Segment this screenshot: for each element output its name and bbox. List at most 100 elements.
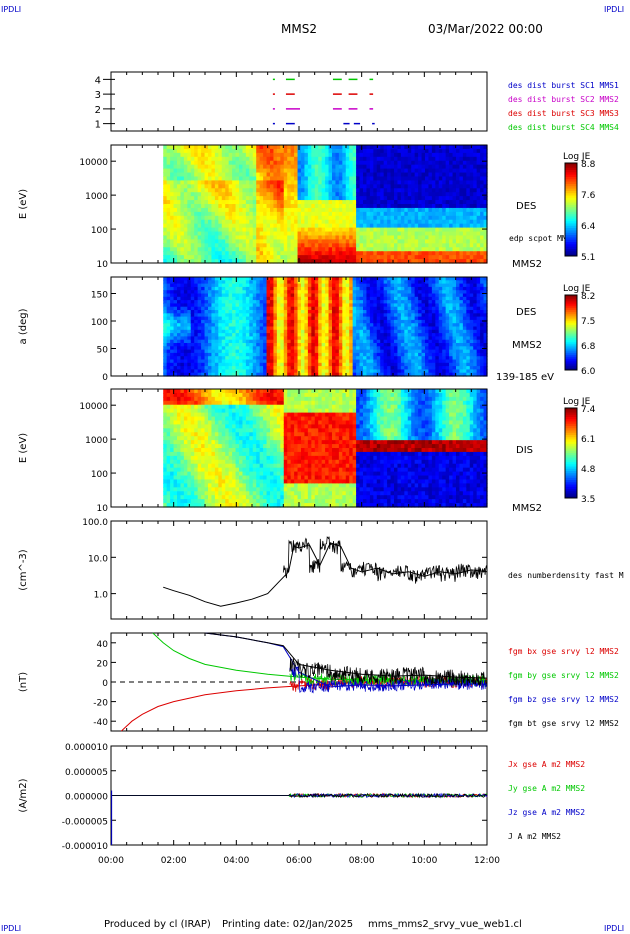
dis-energy-colorbar-segment bbox=[565, 453, 577, 456]
bfield-y-tick-label: 20 bbox=[97, 659, 109, 669]
time-axis-tick-label: 08:00 bbox=[349, 856, 375, 866]
dis-energy-colorbar-segment bbox=[565, 446, 577, 449]
des-pitch-y-tick-label: 50 bbox=[97, 346, 109, 356]
des-energy-colorbar-segment bbox=[565, 204, 577, 208]
des-energy-colorbar-segment bbox=[565, 186, 577, 190]
des-energy-colorbar-segment bbox=[565, 190, 577, 194]
des-energy-colorbar-segment bbox=[565, 246, 577, 250]
time-axis-tick-label: 06:00 bbox=[286, 856, 312, 866]
density-y-tick-label: 1.0 bbox=[94, 591, 109, 601]
des-pitch-colorbar-segment bbox=[565, 349, 577, 352]
burst-y-tick-label: 2 bbox=[95, 105, 101, 116]
dis-energy-colorbar-tick-label: 7.4 bbox=[581, 405, 596, 415]
dis-energy-colorbar-segment bbox=[565, 408, 577, 411]
des-energy-colorbar-segment bbox=[565, 188, 577, 192]
dis-energy-colorbar-segment bbox=[565, 473, 577, 476]
dis-energy-y-tick-label: 1000 bbox=[85, 436, 108, 446]
des-pitch-colorbar-segment bbox=[565, 308, 577, 311]
burst-y-tick-label: 3 bbox=[95, 90, 101, 101]
des-pitch-colorbar-segment bbox=[565, 330, 577, 333]
dis-energy-colorbar-segment bbox=[565, 441, 577, 445]
des-pitch-cells bbox=[163, 277, 488, 377]
des-pitch-colorbar-segment bbox=[565, 321, 577, 324]
des-energy-colorbar-tick-label: 5.1 bbox=[581, 253, 595, 263]
dis-energy-colorbar-tick-label: 6.1 bbox=[581, 435, 595, 445]
current-legend-entry: Jx gse A m2 MMS2 bbox=[508, 760, 585, 769]
footer-produced-by: Produced by cl (IRAP) bbox=[104, 919, 211, 930]
des-pitch-colorbar-segment bbox=[565, 313, 577, 317]
des-energy-y-tick-label: 10000 bbox=[79, 158, 108, 168]
burst-legend-entry: des dist burst SC4 MMS4 bbox=[508, 123, 619, 132]
dis-energy-colorbar-segment bbox=[565, 477, 577, 481]
des-energy-cells bbox=[163, 145, 488, 264]
des-pitch-colorbar-segment bbox=[565, 362, 577, 365]
current-legend-entry: Jz gse A m2 MMS2 bbox=[508, 808, 585, 817]
des-energy-colorbar-segment bbox=[565, 228, 577, 231]
des-energy-colorbar-segment bbox=[565, 197, 577, 201]
des-pitch-colorbar-segment bbox=[565, 332, 577, 335]
dis-energy-colorbar-segment bbox=[565, 459, 577, 463]
des-pitch-spacecraft: MMS2 bbox=[512, 340, 542, 351]
des-pitch-colorbar-segment bbox=[565, 302, 577, 305]
dis-energy-colorbar-segment bbox=[565, 410, 577, 413]
bfield-legend-entry: fgm bx gse srvy l2 MMS2 bbox=[508, 647, 619, 656]
des-pitch-y-tick-label: 150 bbox=[91, 291, 108, 301]
logo-right: IPDLI bbox=[604, 5, 625, 14]
des-pitch-colorbar-segment bbox=[565, 300, 577, 303]
des-energy-colorbar-segment bbox=[565, 218, 577, 222]
bfield-y-tick-label: 0 bbox=[102, 679, 108, 689]
dis-energy-colorbar-segment bbox=[565, 482, 577, 485]
dis-energy-colorbar-segment bbox=[565, 444, 577, 447]
des-energy-colorbar-segment bbox=[565, 174, 577, 178]
des-pitch-colorbar-segment bbox=[565, 304, 577, 307]
des-energy-overlay-label: edp scpot MMS2 bbox=[509, 234, 577, 243]
des-pitch-colorbar-tick-label: 7.5 bbox=[581, 317, 595, 327]
des-energy-colorbar-segment bbox=[565, 202, 577, 206]
des-energy-colorbar-tick-label: 7.6 bbox=[581, 191, 596, 201]
des-energy-colorbar-segment bbox=[565, 209, 577, 213]
density-y-tick-label: 100.0 bbox=[82, 518, 108, 528]
dis-energy-colorbar-title: Log JE bbox=[563, 397, 591, 407]
footer-printing-date: Printing date: 02/Jan/2025 bbox=[222, 919, 354, 930]
dis-energy-colorbar-segment bbox=[565, 421, 577, 425]
dis-energy-colorbar-segment bbox=[565, 428, 577, 431]
dis-energy-colorbar-segment bbox=[565, 475, 577, 479]
des-pitch-colorbar-segment bbox=[565, 315, 577, 318]
des-energy-colorbar-segment bbox=[565, 251, 577, 255]
des-pitch-colorbar-segment bbox=[565, 358, 577, 362]
des-pitch-colorbar-segment bbox=[565, 353, 577, 356]
current-legend-entry: Jy gse A m2 MMS2 bbox=[508, 784, 585, 793]
bfield-legend-entry: fgm bt gse srvy l2 MMS2 bbox=[508, 719, 619, 728]
dis-energy-colorbar-segment bbox=[565, 493, 577, 497]
dis-energy-colorbar-segment bbox=[565, 439, 577, 443]
des-energy-colorbar-segment bbox=[565, 223, 577, 227]
des-pitch-colorbar-segment bbox=[565, 347, 577, 350]
dis-energy-colorbar-frame bbox=[564, 407, 578, 499]
des-energy-colorbar-segment bbox=[565, 253, 577, 257]
des-energy-colorbar-segment bbox=[565, 169, 577, 173]
des-pitch-colorbar-tick-label: 8.2 bbox=[581, 292, 595, 302]
des-energy-colorbar-segment bbox=[565, 167, 577, 171]
dis-energy-y-tick-label: 10000 bbox=[79, 402, 108, 412]
des-pitch-colorbar-title: Log JE bbox=[563, 284, 591, 294]
bfield-series-noise bbox=[289, 657, 487, 686]
density-ylabel: (cm^-3) bbox=[18, 549, 29, 590]
dis-energy-colorbar-segment bbox=[565, 414, 577, 418]
dis-energy-colorbar-segment bbox=[565, 466, 577, 470]
des-pitch-colorbar-segment bbox=[565, 328, 577, 332]
burst-y-tick-label: 4 bbox=[95, 75, 101, 86]
dis-energy-colorbar-segment bbox=[565, 412, 577, 416]
dis-energy-colorbar-segment bbox=[565, 448, 577, 452]
dis-energy-colorbar-tick-label: 4.8 bbox=[581, 465, 596, 475]
des-energy-colorbar-segment bbox=[565, 181, 577, 185]
current-y-tick-label: 0.000000 bbox=[65, 793, 108, 803]
bfield-y-tick-label: -20 bbox=[93, 699, 108, 709]
dis-energy-cells bbox=[163, 389, 488, 508]
dis-energy-colorbar-segment bbox=[565, 484, 577, 488]
dis-energy-colorbar-segment bbox=[565, 423, 577, 427]
des-energy-y-tick-label: 10 bbox=[97, 260, 109, 270]
des-pitch-colorbar-segment bbox=[565, 368, 577, 371]
des-energy-colorbar-segment bbox=[565, 172, 577, 176]
des-energy-colorbar-segment bbox=[565, 225, 577, 229]
